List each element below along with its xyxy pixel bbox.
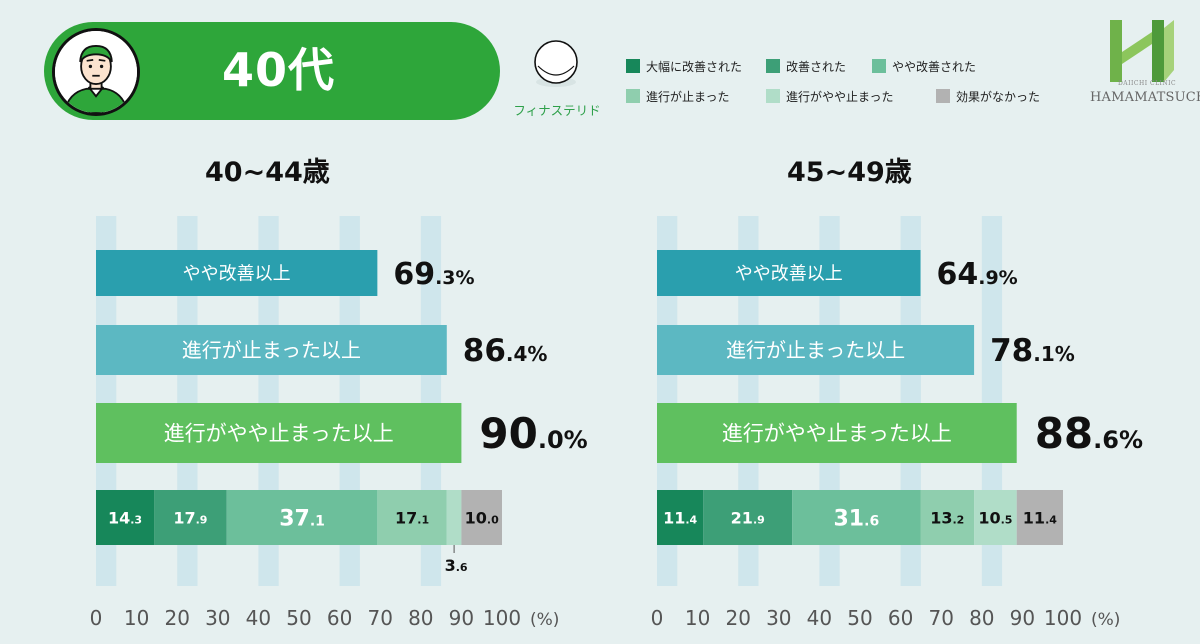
- panel-title-right: 45~49歳: [787, 157, 912, 188]
- x-tick-label: 50: [286, 606, 311, 630]
- stack-segment-label: 10.0: [465, 508, 499, 527]
- legend-item: 改善された: [766, 58, 846, 76]
- legend-swatch: [872, 59, 886, 73]
- stack-segment: [792, 490, 921, 545]
- summary-bar: [657, 403, 1017, 463]
- legend-label: 改善された: [786, 60, 847, 74]
- summary-bar: [657, 325, 975, 375]
- legend-swatch: [766, 59, 780, 73]
- x-tick-label: 60: [888, 606, 913, 630]
- summary-bar-label: 進行がやや止まった以上: [164, 422, 394, 446]
- legend-swatch: [626, 89, 640, 103]
- stack-segment: [446, 490, 462, 545]
- stack-segment-label: 3.6: [445, 556, 468, 575]
- summary-bar: [657, 250, 921, 296]
- legend-item: やや改善された: [872, 58, 976, 76]
- summary-bar: [96, 403, 462, 463]
- legend-item: 効果がなかった: [936, 88, 1040, 106]
- summary-bar-label: やや改善以上: [735, 263, 843, 284]
- summary-bar-value: 86.4%: [463, 333, 548, 369]
- clinic-logo-subtitle: DAIICHI CLINIC: [1118, 80, 1177, 87]
- x-tick-label: 90: [1010, 606, 1035, 630]
- stack-segment: [461, 490, 502, 545]
- stack-segment-label: 11.4: [663, 508, 697, 527]
- x-axis-unit: (%): [530, 610, 559, 630]
- stack-segment: [96, 490, 155, 545]
- x-tick-label: 30: [766, 606, 791, 630]
- stack-segment-label: 21.9: [731, 508, 765, 527]
- avatar: [52, 28, 140, 116]
- x-tick-label: 20: [725, 606, 750, 630]
- summary-bar-value: 78.1%: [990, 333, 1075, 369]
- summary-bar-label: やや改善以上: [183, 263, 291, 284]
- x-tick-label: 50: [847, 606, 872, 630]
- legend: 大幅に改善された 改善された やや改善された 進行が止まった 進行がやや止まった…: [626, 58, 1076, 110]
- summary-bar-label: 進行が止まった以上: [726, 338, 905, 362]
- x-tick-label: 10: [124, 606, 149, 630]
- x-axis-unit: (%): [1091, 610, 1120, 630]
- x-tick-label: 40: [246, 606, 271, 630]
- stack-segment: [377, 490, 447, 545]
- legend-label: 進行がやや止まった: [786, 90, 894, 104]
- summary-bar-value: 90.0%: [479, 409, 587, 458]
- stack-segment-label: 37.1: [279, 506, 325, 531]
- legend-item: 進行が止まった: [626, 88, 730, 106]
- stack-segment-label: 14.3: [108, 508, 142, 527]
- stack-segment: [657, 490, 704, 545]
- summary-bar-value: 88.6%: [1035, 409, 1143, 458]
- legend-swatch: [626, 59, 640, 73]
- summary-bar-label: 進行がやや止まった以上: [722, 422, 952, 446]
- x-tick-label: 80: [408, 606, 433, 630]
- summary-bar-value: 69.3%: [393, 257, 474, 292]
- stack-segment: [974, 490, 1017, 545]
- stack-segment-label: 10.5: [978, 508, 1012, 527]
- age-group-title: 40代: [222, 43, 336, 97]
- x-tick-label: 100: [483, 606, 521, 630]
- x-tick-label: 80: [969, 606, 994, 630]
- x-tick-label: 10: [685, 606, 710, 630]
- legend-label: 進行が止まった: [646, 90, 730, 104]
- x-tick-label: 90: [449, 606, 474, 630]
- stack-segment-label: 13.2: [930, 508, 964, 527]
- stack-segment-label: 17.1: [395, 508, 429, 527]
- x-tick-label: 0: [90, 606, 103, 630]
- legend-item: 大幅に改善された: [626, 58, 742, 76]
- panel-title-left: 40~44歳: [205, 157, 330, 188]
- stack-segment-label: 11.4: [1023, 508, 1057, 527]
- summary-bar: [96, 250, 378, 296]
- man-avatar-icon: [55, 31, 137, 113]
- stack-segment: [1016, 490, 1063, 545]
- x-tick-label: 70: [367, 606, 392, 630]
- drug-name: フィナステリド: [513, 103, 601, 118]
- summary-bar-label: 進行が止まった以上: [182, 338, 361, 362]
- legend-swatch: [936, 89, 950, 103]
- stack-segment: [226, 490, 378, 545]
- clinic-logo-mark-icon: [1110, 20, 1174, 82]
- x-tick-label: 60: [327, 606, 352, 630]
- x-tick-label: 20: [164, 606, 189, 630]
- stack-segment: [154, 490, 227, 545]
- stack-segment: [920, 490, 975, 545]
- stack-segment: [703, 490, 793, 545]
- x-tick-label: 40: [807, 606, 832, 630]
- legend-swatch: [766, 89, 780, 103]
- x-tick-label: 70: [928, 606, 953, 630]
- stack-segment-label: 31.6: [834, 506, 880, 531]
- legend-label: 効果がなかった: [956, 90, 1041, 104]
- summary-bar: [96, 325, 447, 375]
- x-tick-label: 100: [1044, 606, 1082, 630]
- pill-icon: [534, 40, 578, 87]
- clinic-logo-name: HAMAMATSUCHO: [1090, 90, 1200, 105]
- x-tick-label: 30: [205, 606, 230, 630]
- stack-segment-label: 17.9: [173, 508, 207, 527]
- legend-label: やや改善された: [892, 60, 977, 74]
- x-tick-label: 0: [651, 606, 664, 630]
- legend-label: 大幅に改善された: [646, 60, 743, 74]
- clinic-logo: [1090, 18, 1190, 114]
- legend-item: 進行がやや止まった: [766, 88, 894, 106]
- summary-bar-value: 64.9%: [936, 257, 1017, 292]
